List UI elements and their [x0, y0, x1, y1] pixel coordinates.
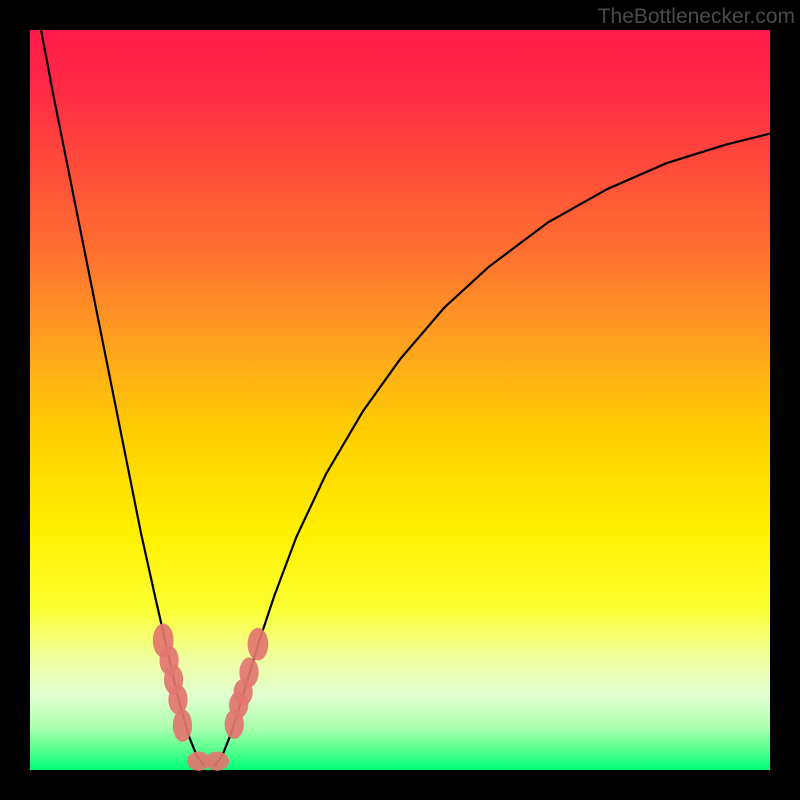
data-blob [173, 709, 192, 742]
chart-container: TheBottlenecker.com [0, 0, 800, 800]
bottleneck-chart [0, 0, 800, 800]
watermark-text: TheBottlenecker.com [598, 5, 795, 29]
data-blob [205, 752, 229, 771]
data-blob [239, 658, 258, 688]
plot-background [30, 30, 770, 770]
data-blob [248, 628, 269, 661]
